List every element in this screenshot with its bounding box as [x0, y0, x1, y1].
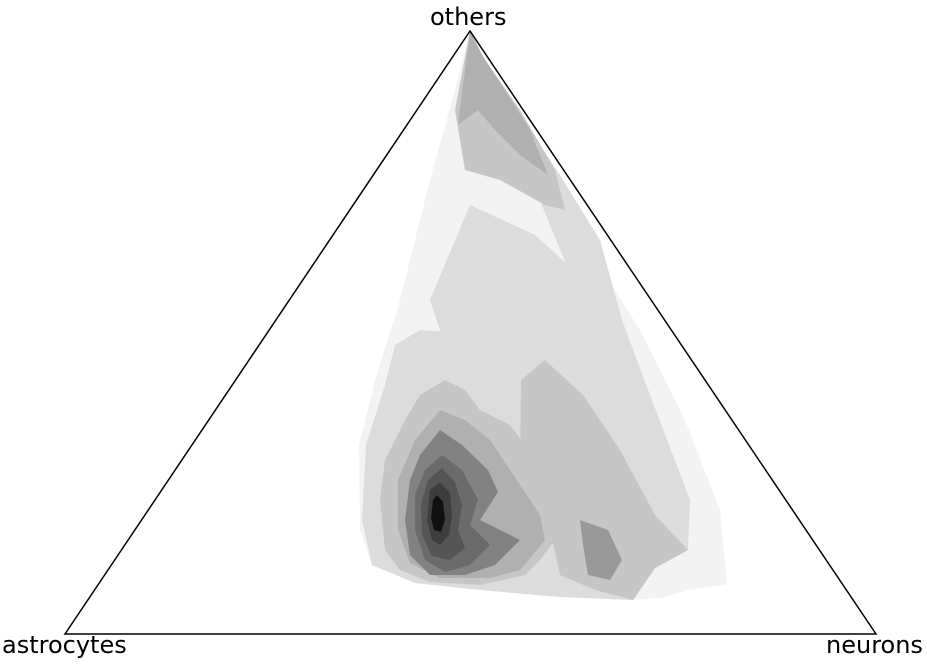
vertex-label-top: others [430, 3, 507, 31]
contour-region-6 [580, 520, 622, 580]
vertex-label-left: astrocytes [2, 631, 127, 659]
density-contours [359, 31, 727, 600]
contour-region-13 [431, 495, 445, 532]
contour-region-5 [520, 360, 688, 600]
ternary-frame [63, 29, 878, 635]
contour-region-4 [458, 31, 548, 175]
vertex-label-right: neurons [826, 631, 923, 659]
